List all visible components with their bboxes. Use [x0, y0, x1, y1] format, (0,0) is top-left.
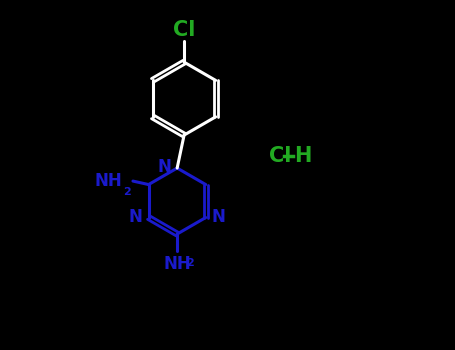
Text: NH: NH — [95, 172, 122, 190]
Text: H: H — [294, 146, 312, 166]
Text: Cl: Cl — [269, 146, 292, 166]
Text: 2: 2 — [186, 258, 193, 268]
Text: N: N — [128, 208, 142, 226]
Text: N: N — [157, 158, 171, 176]
Text: NH: NH — [163, 255, 191, 273]
Text: 2: 2 — [123, 187, 131, 197]
Text: N: N — [212, 208, 226, 226]
Text: Cl: Cl — [173, 20, 195, 40]
